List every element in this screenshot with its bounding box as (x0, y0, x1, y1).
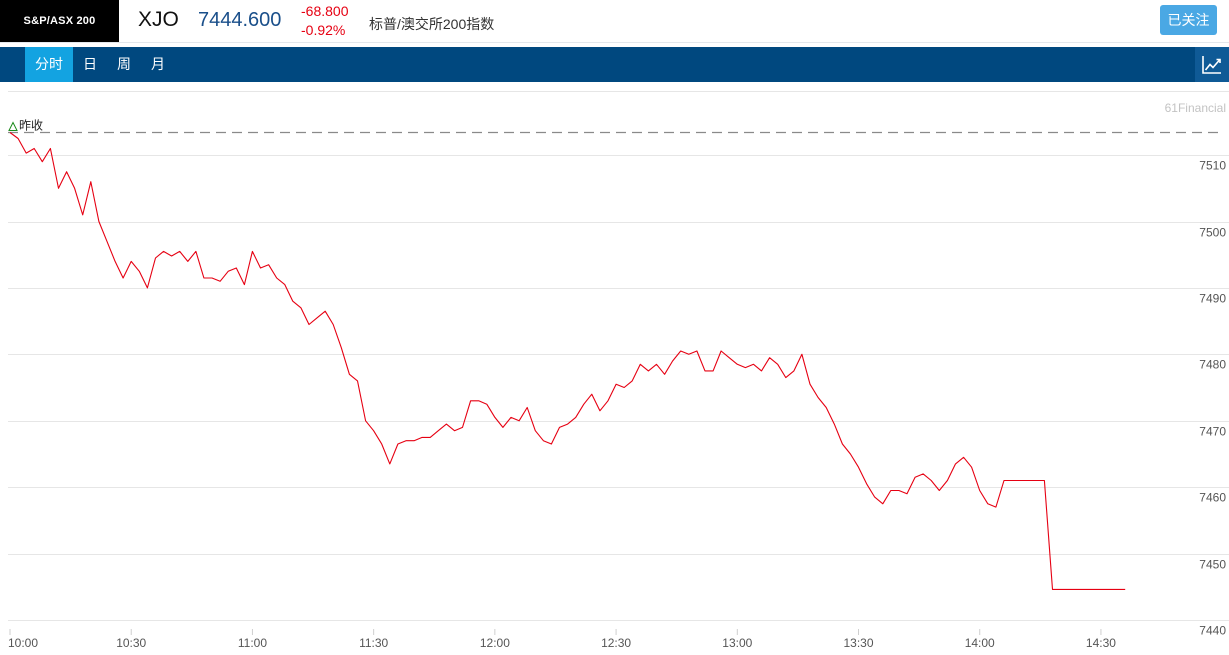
intraday-chart: 61Financial 昨收 7440745074607470748074907… (8, 91, 1229, 650)
chart-grid (8, 91, 1229, 621)
y-tick-label: 7500 (1199, 226, 1226, 240)
y-tick-label: 7450 (1199, 558, 1226, 572)
prev-close-label: 昨收 (19, 119, 43, 133)
price-change-percent: -0.92% (301, 22, 346, 38)
y-tick-label: 7440 (1199, 624, 1226, 638)
index-name: 标普/澳交所200指数 (369, 16, 495, 32)
chart-type-button[interactable] (1195, 47, 1229, 82)
x-tick-label: 14:30 (1086, 636, 1116, 650)
y-axis-labels: 7440 7450 7460 7470 7480 7490 7500 7510 (1199, 159, 1226, 638)
price-series (9, 132, 1126, 590)
period-tab-bar: 分时 日 周 月 (0, 47, 1229, 82)
exchange-logo: S&P/ASX 200 (0, 0, 119, 42)
symbol-code: XJO (138, 8, 179, 31)
x-tick-label: 12:30 (601, 636, 631, 650)
x-tick-label: 11:00 (238, 636, 267, 650)
line-chart-icon (1202, 56, 1221, 74)
tab-daily[interactable]: 日 (83, 56, 97, 72)
price-line-series-0 (9, 132, 1126, 590)
x-axis-labels: 10:00 10:30 11:00 11:30 12:00 12:30 13:00 13:30… (8, 629, 1116, 650)
y-tick-label: 7480 (1199, 358, 1226, 372)
x-tick-label: 12:00 (480, 636, 510, 650)
y-tick-label: 7460 (1199, 491, 1226, 505)
x-tick-label: 13:30 (843, 636, 873, 650)
y-tick-label: 7470 (1199, 425, 1226, 439)
x-tick-label: 11:30 (359, 636, 388, 650)
tab-intraday[interactable]: 分时 (25, 47, 73, 82)
x-tick-label: 13:00 (722, 636, 752, 650)
prev-close-marker: 昨收 (8, 119, 43, 133)
tab-weekly[interactable]: 周 (117, 56, 131, 72)
price-change: -68.800 (301, 3, 349, 19)
prev-close-triangle-icon (8, 121, 18, 132)
last-price: 7444.600 (198, 9, 282, 31)
chart-watermark: 61Financial (1165, 101, 1226, 115)
follow-button[interactable]: 已关注 (1160, 5, 1217, 35)
y-tick-label: 7510 (1199, 159, 1226, 173)
tab-monthly[interactable]: 月 (151, 56, 165, 72)
x-tick-label: 10:30 (116, 636, 146, 650)
y-tick-label: 7490 (1199, 292, 1226, 306)
quote-header: S&P/ASX 200 XJO 7444.600 -68.800 -0.92% … (0, 0, 1229, 43)
x-tick-label: 10:00 (8, 636, 38, 650)
x-tick-label: 14:00 (965, 636, 995, 650)
